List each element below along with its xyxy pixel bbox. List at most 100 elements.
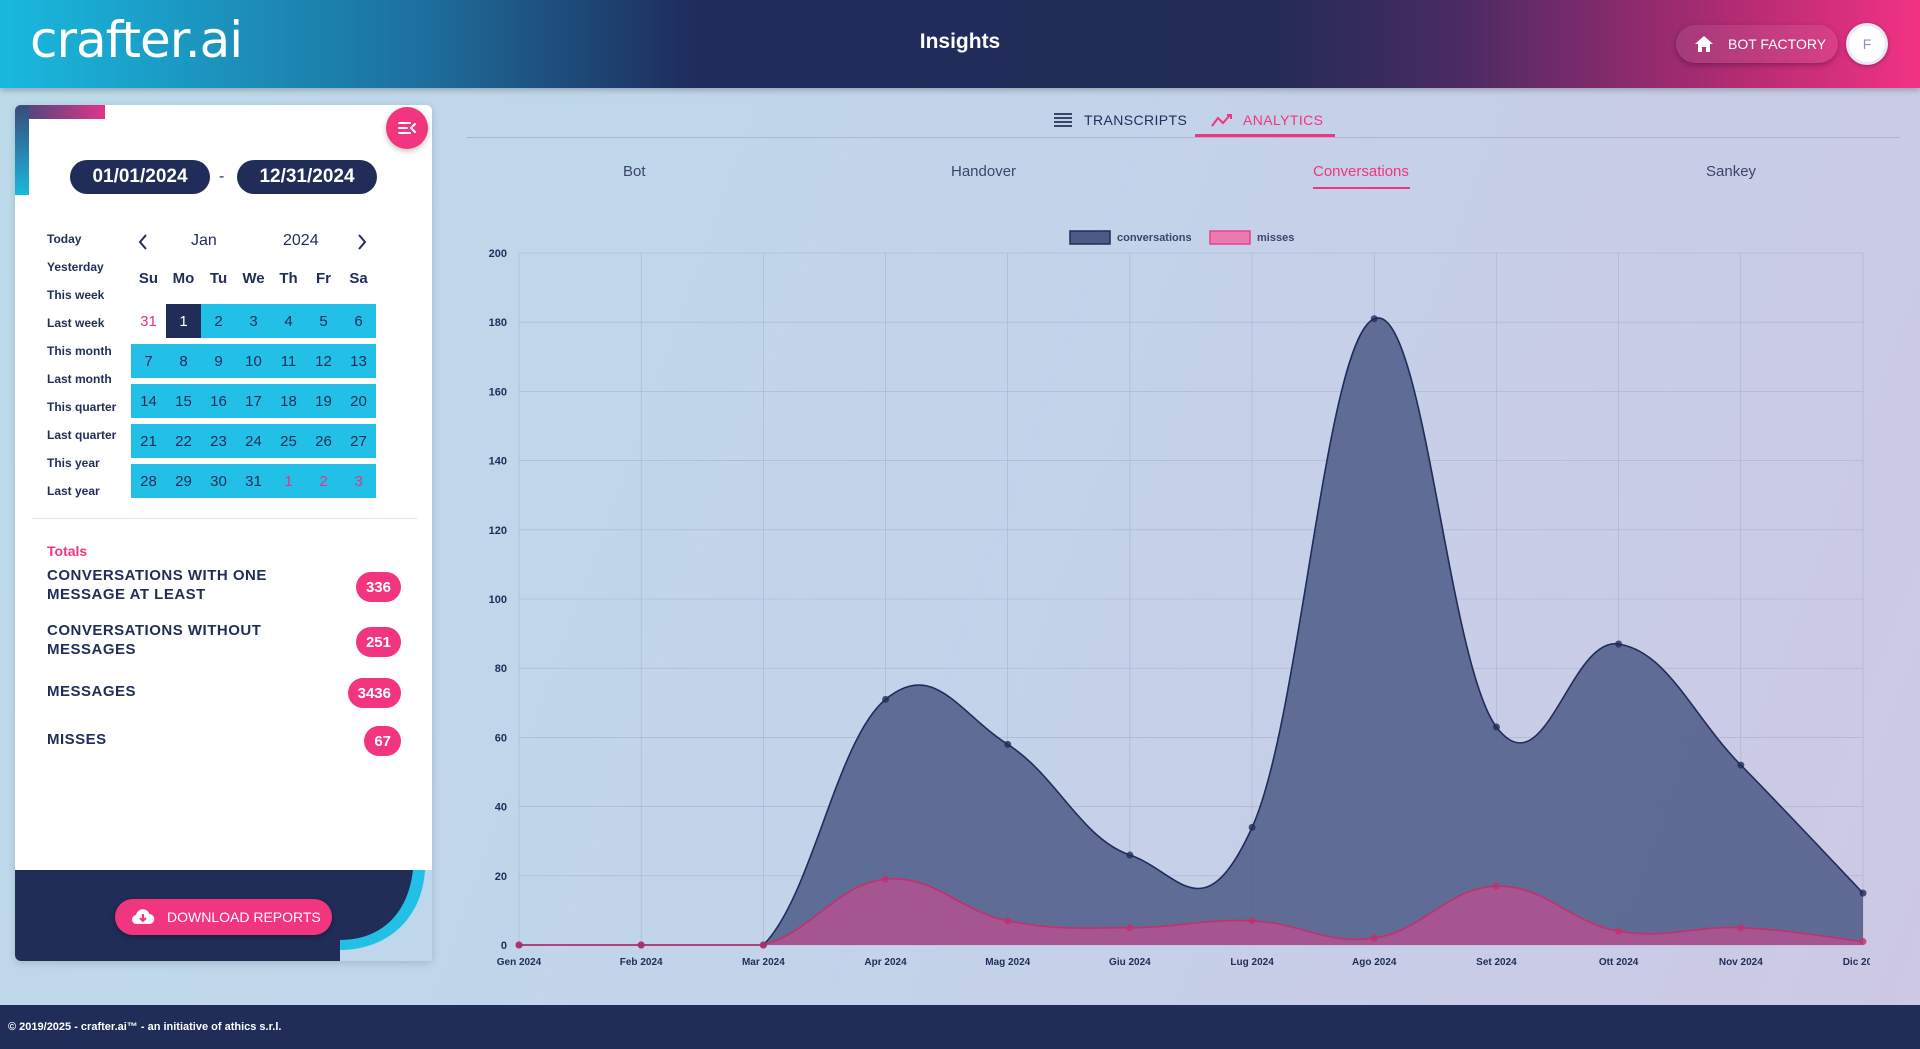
subtab-sankey[interactable]: Sankey (1706, 163, 1757, 180)
point-conversations (1859, 889, 1867, 897)
subtab-conversations[interactable]: Conversations (1313, 163, 1409, 180)
x-tick-label: Dic 2024 (1843, 957, 1870, 968)
calendar-day[interactable]: 11 (271, 344, 306, 378)
y-tick-label: 200 (489, 248, 507, 260)
tab-analytics[interactable]: ANALYTICS (1211, 103, 1323, 137)
quick-range-this-quarter[interactable]: This quarter (47, 400, 117, 414)
subtab-bot[interactable]: Bot (623, 163, 646, 180)
point-misses (1859, 938, 1867, 946)
x-tick-label: Giu 2024 (1109, 957, 1151, 968)
calendar-day[interactable]: 21 (131, 424, 166, 458)
calendar-day[interactable]: 13 (341, 344, 376, 378)
point-misses (1248, 917, 1256, 925)
download-reports-label: DOWNLOAD REPORTS (167, 909, 321, 925)
quick-range-this-month[interactable]: This month (47, 344, 112, 358)
calendar-day[interactable]: 3 (236, 304, 271, 338)
x-tick-label: Set 2024 (1476, 957, 1517, 968)
calendar-day[interactable]: 19 (306, 384, 341, 418)
quick-range-today[interactable]: Today (47, 232, 82, 246)
start-date-pill[interactable]: 01/01/2024 (70, 160, 210, 194)
active-tab-indicator (1195, 134, 1335, 137)
quick-range-last-year[interactable]: Last year (47, 484, 100, 498)
panel-divider (32, 518, 417, 519)
calendar-day[interactable]: 25 (271, 424, 306, 458)
calendar-day[interactable]: 8 (166, 344, 201, 378)
calendar-day[interactable]: 3 (341, 464, 376, 498)
calendar-day[interactable]: 22 (166, 424, 201, 458)
calendar-day[interactable]: 1 (271, 464, 306, 498)
calendar-day[interactable]: 18 (271, 384, 306, 418)
calendar-year[interactable]: 2024 (283, 232, 319, 249)
area-conversations (519, 317, 1863, 945)
calendar-day[interactable]: 5 (306, 304, 341, 338)
quick-range-last-quarter[interactable]: Last quarter (47, 428, 117, 442)
quick-range-last-week[interactable]: Last week (47, 316, 105, 330)
logo-text: crafter.ai (30, 11, 243, 69)
collapse-panel-button[interactable] (386, 107, 428, 149)
calendar-day[interactable]: 6 (341, 304, 376, 338)
calendar-day[interactable]: 15 (166, 384, 201, 418)
trend-chart-icon (1211, 114, 1232, 127)
point-misses (1492, 882, 1500, 890)
total-label: CONVERSATIONS WITH ONE MESSAGE AT LEAST (47, 567, 267, 603)
subtab-handover[interactable]: Handover (951, 163, 1017, 180)
weekday-label: Su (138, 270, 159, 287)
calendar-day[interactable]: 23 (201, 424, 236, 458)
calendar-day[interactable]: 2 (201, 304, 236, 338)
calendar-grid: Su Mo Tu We Th Fr Sa 31 1 2 3 4 5 6 7 8 … (131, 270, 376, 504)
calendar-day[interactable]: 9 (201, 344, 236, 378)
end-date-pill[interactable]: 12/31/2024 (237, 160, 377, 194)
calendar-day[interactable]: 28 (131, 464, 166, 498)
crafter-logo[interactable]: crafter.ai (30, 11, 243, 69)
calendar-day[interactable]: 16 (201, 384, 236, 418)
calendar-day[interactable]: 17 (236, 384, 271, 418)
tab-transcripts-label: TRANSCRIPTS (1084, 112, 1188, 128)
calendar-day[interactable]: 20 (341, 384, 376, 418)
prev-month-icon[interactable] (137, 232, 149, 252)
calendar-day[interactable]: 2 (306, 464, 341, 498)
total-label: MESSAGES (47, 683, 137, 700)
legend-label-misses: misses (1257, 232, 1294, 244)
quick-range-this-year[interactable]: This year (47, 456, 100, 470)
calendar-week: 28 29 30 31 1 2 3 (131, 464, 376, 498)
total-badge: 336 (355, 572, 401, 602)
y-axis-ticks: 0 20 40 60 80 100 120 140 160 180 200 (489, 248, 507, 952)
calendar-day[interactable]: 31 (140, 312, 157, 330)
chart-legend: conversations misses (1069, 230, 1294, 245)
next-month-icon[interactable] (356, 232, 368, 252)
tab-transcripts[interactable]: TRANSCRIPTS (1053, 103, 1187, 137)
y-tick-label: 100 (489, 594, 507, 606)
calendar-week: 31 1 2 3 4 5 6 (131, 304, 376, 338)
calendar-day[interactable]: 27 (341, 424, 376, 458)
calendar-day[interactable]: 7 (131, 344, 166, 378)
calendar-day-selected[interactable]: 1 (166, 304, 201, 338)
list-icon (1054, 113, 1072, 127)
calendar-day[interactable]: 14 (131, 384, 166, 418)
calendar-week: 14 15 16 17 18 19 20 (131, 384, 376, 418)
quick-range-yesterday[interactable]: Yesterday (47, 260, 104, 274)
calendar-week: 7 8 9 10 11 12 13 (131, 344, 376, 378)
calendar-day[interactable]: 10 (236, 344, 271, 378)
point-conversations (1004, 740, 1012, 748)
weekday-label: Tu (209, 270, 228, 287)
calendar-day[interactable]: 31 (236, 464, 271, 498)
bot-factory-button[interactable]: BOT FACTORY (1676, 25, 1838, 63)
download-reports-button[interactable]: DOWNLOAD REPORTS (115, 899, 332, 935)
calendar-day[interactable]: 29 (166, 464, 201, 498)
tabs-divider (467, 137, 1900, 138)
app-header: crafter.ai Insights BOT FACTORY F (0, 0, 1920, 88)
user-avatar[interactable]: F (1846, 23, 1888, 65)
x-tick-label: Feb 2024 (620, 957, 663, 968)
filter-panel (15, 105, 432, 961)
quick-range-last-month[interactable]: Last month (47, 372, 112, 386)
quick-range-this-week[interactable]: This week (47, 288, 105, 302)
y-tick-label: 40 (495, 802, 507, 814)
weekday-label: We (242, 270, 265, 287)
calendar-day[interactable]: 4 (271, 304, 306, 338)
calendar-day[interactable]: 30 (201, 464, 236, 498)
x-tick-label: Gen 2024 (497, 957, 542, 968)
calendar-day[interactable]: 24 (236, 424, 271, 458)
calendar-day[interactable]: 12 (306, 344, 341, 378)
calendar-day[interactable]: 26 (306, 424, 341, 458)
calendar-month[interactable]: Jan (191, 232, 217, 249)
